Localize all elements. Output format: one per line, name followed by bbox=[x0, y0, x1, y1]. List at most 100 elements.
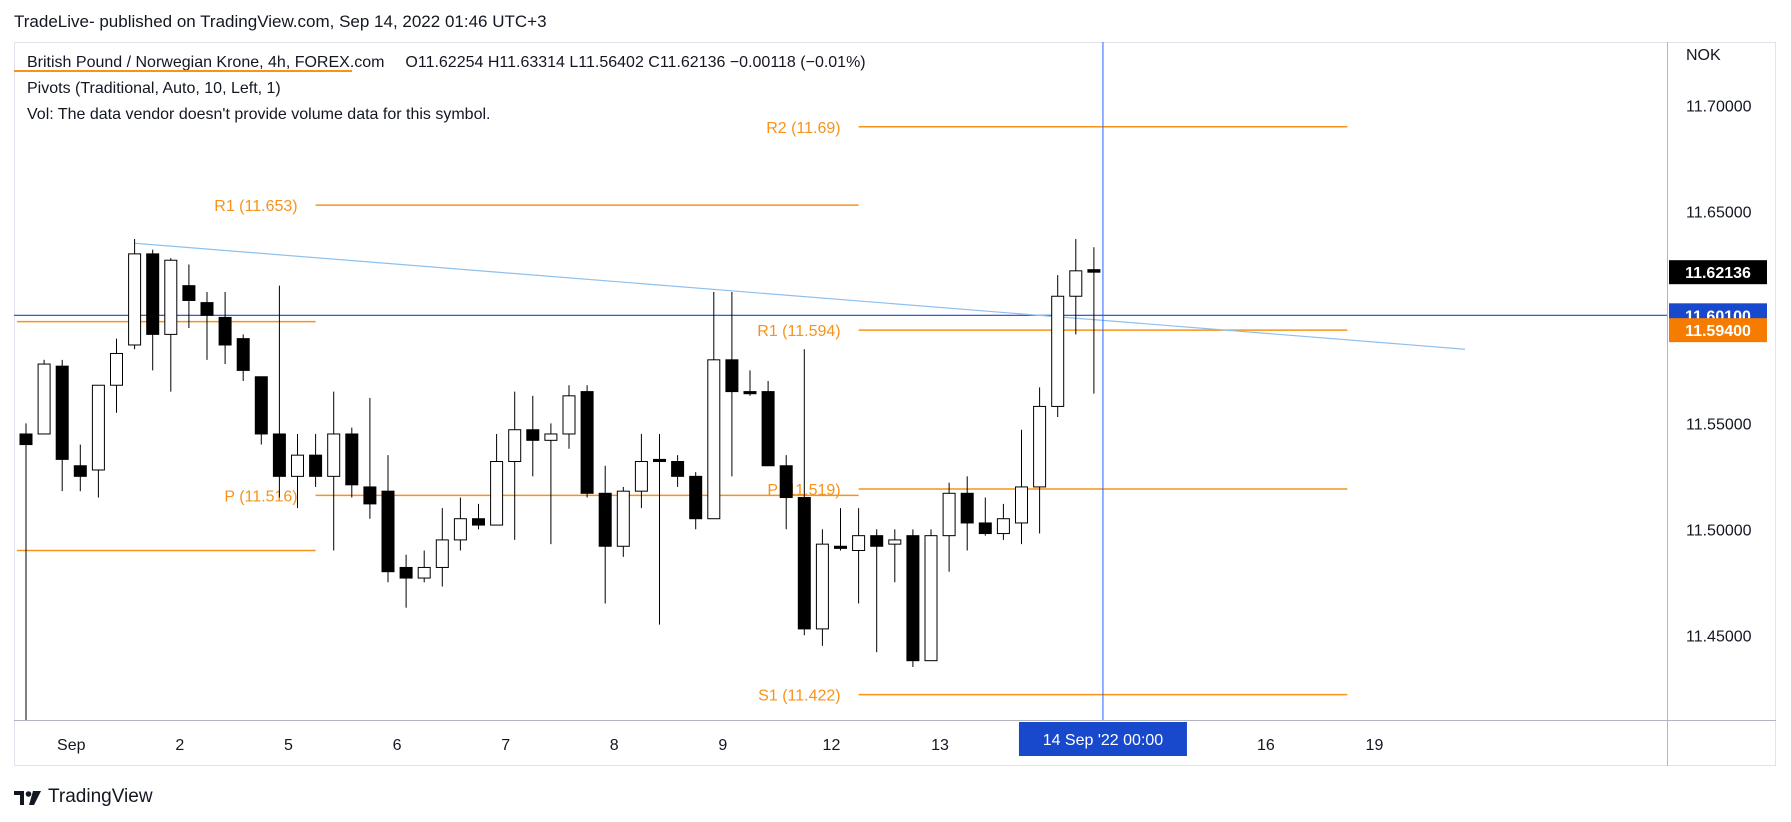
y-tick-label: 11.55000 bbox=[1686, 416, 1752, 433]
candle[interactable] bbox=[906, 535, 920, 662]
x-tick-label: Sep bbox=[57, 737, 86, 754]
candle[interactable] bbox=[544, 433, 558, 441]
x-tick-label: 6 bbox=[393, 737, 402, 754]
publisher-line: TradeLive- published on TradingView.com,… bbox=[14, 12, 547, 31]
candle[interactable] bbox=[996, 518, 1010, 535]
candle[interactable] bbox=[779, 465, 793, 499]
candle[interactable] bbox=[218, 316, 232, 346]
candle[interactable] bbox=[852, 535, 866, 552]
x-tick-label: 13 bbox=[931, 737, 949, 754]
date-tag bbox=[1018, 722, 1187, 756]
candle[interactable] bbox=[200, 302, 214, 316]
y-tick-label: 11.45000 bbox=[1686, 628, 1752, 645]
x-tick-label: 7 bbox=[501, 737, 510, 754]
candle[interactable] bbox=[272, 433, 286, 477]
candle[interactable] bbox=[236, 338, 250, 371]
price-tag bbox=[1669, 260, 1767, 285]
candle[interactable] bbox=[73, 465, 87, 477]
candle[interactable] bbox=[1033, 405, 1047, 488]
candle[interactable] bbox=[453, 518, 467, 541]
y-tick-label: 11.65000 bbox=[1686, 205, 1752, 222]
candle[interactable] bbox=[634, 461, 648, 492]
chart-area[interactable]: R2 (11.69) R1 (11.653) R1 (11.594) P (11.51… bbox=[14, 42, 1776, 766]
candle[interactable] bbox=[743, 391, 757, 395]
legend-symbol[interactable]: British Pound / Norwegian Krone, 4h, FOR… bbox=[27, 54, 385, 71]
tradingview-logo[interactable]: TradingView bbox=[14, 786, 153, 808]
candle[interactable] bbox=[978, 522, 992, 535]
candle[interactable] bbox=[182, 285, 196, 301]
candle[interactable] bbox=[37, 363, 51, 435]
candle[interactable] bbox=[689, 475, 703, 520]
candle[interactable] bbox=[598, 492, 612, 547]
x-tick-label: 12 bbox=[823, 737, 841, 754]
candle[interactable] bbox=[128, 253, 142, 346]
candle[interactable] bbox=[725, 359, 739, 393]
candle[interactable] bbox=[291, 454, 304, 477]
candle[interactable] bbox=[381, 490, 395, 573]
pivot-label: R2 (11.69) bbox=[766, 120, 840, 137]
candle[interactable] bbox=[797, 497, 811, 630]
candle[interactable] bbox=[707, 359, 721, 520]
candle[interactable] bbox=[834, 545, 847, 549]
x-tick-label: 5 bbox=[284, 737, 293, 754]
candle[interactable] bbox=[164, 259, 178, 335]
tradingview-logo-icon bbox=[14, 791, 41, 805]
candle[interactable] bbox=[490, 461, 504, 526]
currency-label: NOK bbox=[1686, 47, 1721, 64]
price-tag-label: 11.59400 bbox=[1685, 323, 1751, 340]
x-tick-label: 9 bbox=[718, 737, 727, 754]
pivot-label: P (11.516) bbox=[224, 488, 297, 505]
candle[interactable] bbox=[363, 486, 377, 505]
footer-brand: TradingView bbox=[48, 786, 153, 807]
candle[interactable] bbox=[562, 395, 576, 435]
candle[interactable] bbox=[924, 535, 938, 662]
candle[interactable] bbox=[526, 429, 540, 441]
x-tick-label: 19 bbox=[1366, 737, 1384, 754]
x-tick-label: 16 bbox=[1257, 737, 1275, 754]
candle[interactable] bbox=[942, 492, 956, 537]
symbol-underline bbox=[14, 70, 352, 72]
price-tag-label: 11.62136 bbox=[1685, 265, 1751, 282]
candle[interactable] bbox=[1087, 269, 1101, 273]
candle[interactable] bbox=[1015, 486, 1028, 524]
candle[interactable] bbox=[761, 391, 775, 467]
candle[interactable] bbox=[472, 518, 485, 526]
candle[interactable] bbox=[616, 490, 630, 547]
chart-frame bbox=[14, 42, 1776, 766]
candle[interactable] bbox=[671, 461, 685, 477]
candle[interactable] bbox=[345, 433, 359, 486]
candle[interactable] bbox=[1051, 295, 1065, 407]
price-chart[interactable]: R2 (11.69) R1 (11.653) R1 (11.594) P (11.51… bbox=[14, 42, 1776, 766]
candle[interactable] bbox=[653, 458, 666, 463]
candle[interactable] bbox=[19, 433, 33, 446]
candle[interactable] bbox=[399, 566, 413, 579]
pivot-label: S1 (11.422) bbox=[758, 688, 840, 705]
candle[interactable] bbox=[888, 539, 902, 545]
candle[interactable] bbox=[815, 543, 829, 630]
candle[interactable] bbox=[580, 391, 594, 494]
legend-vol[interactable]: Vol: The data vendor doesn't provide vol… bbox=[27, 106, 491, 123]
candle[interactable] bbox=[146, 253, 160, 335]
candle[interactable] bbox=[110, 352, 123, 386]
legend-pivots[interactable]: Pivots (Traditional, Auto, 10, Left, 1) bbox=[27, 80, 281, 97]
legend-ohlc: O11.62254 H11.63314 L11.56402 C11.62136 … bbox=[405, 54, 866, 71]
date-tag-label: 14 Sep '22 00:00 bbox=[1043, 732, 1164, 749]
pivot-label: R1 (11.594) bbox=[757, 323, 840, 340]
candle[interactable] bbox=[435, 539, 449, 568]
candle[interactable] bbox=[327, 433, 341, 477]
candle[interactable] bbox=[417, 566, 431, 579]
y-tick-label: 11.50000 bbox=[1686, 522, 1752, 539]
trendline[interactable] bbox=[134, 242, 1465, 350]
candle[interactable] bbox=[309, 454, 323, 477]
candle[interactable] bbox=[870, 535, 884, 547]
price-tag bbox=[1669, 318, 1767, 343]
candle[interactable] bbox=[55, 365, 69, 460]
candle[interactable] bbox=[91, 384, 105, 471]
candle[interactable] bbox=[1069, 270, 1083, 297]
x-tick-label: 8 bbox=[610, 737, 619, 754]
x-tick-label: 2 bbox=[175, 737, 184, 754]
candle[interactable] bbox=[960, 492, 974, 524]
y-tick-label: 11.70000 bbox=[1686, 99, 1752, 116]
candle[interactable] bbox=[508, 429, 522, 463]
candle[interactable] bbox=[254, 376, 268, 435]
